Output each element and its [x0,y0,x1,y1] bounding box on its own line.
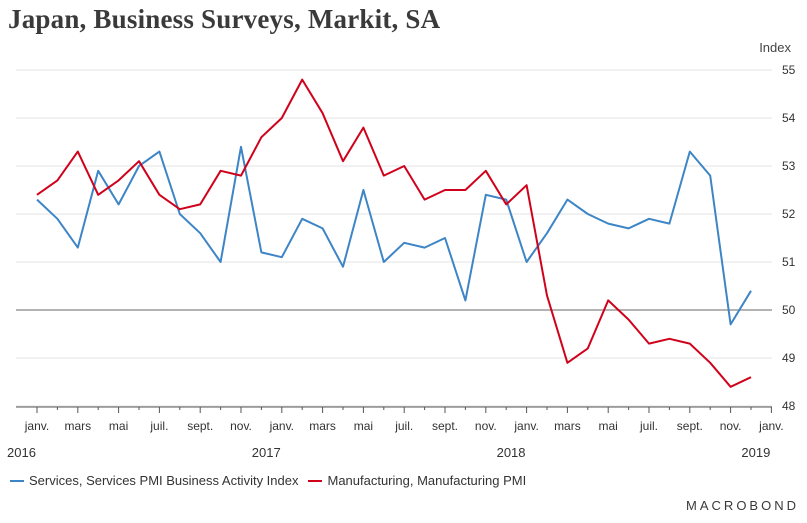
year-label-2018: 2018 [497,445,526,460]
x-tick-label-6: juil. [149,419,168,433]
x-tick-label-22: nov. [475,419,497,433]
legend: Services, Services PMI Business Activity… [10,473,536,488]
legend-swatch-manufacturing [308,479,323,482]
legend-label-services: Services, Services PMI Business Activity… [29,473,299,488]
x-tick-label-16: mai [354,419,373,433]
x-tick-label-34: nov. [720,419,742,433]
legend-item-manufacturing: Manufacturing, Manufacturing PMI [308,473,526,488]
x-tick-label-12: janv. [269,419,294,433]
legend-item-services: Services, Services PMI Business Activity… [10,473,298,488]
x-tick-label-24: janv. [513,419,538,433]
brand-logo: MACROBOND [686,498,799,513]
x-tick-label-0: janv. [24,419,49,433]
chart-title: Japan, Business Surveys, Markit, SA [8,4,441,34]
x-tick-label-26: mars [554,419,581,433]
series-line-services [36,145,752,326]
year-label-2017: 2017 [252,445,281,460]
y-axis-unit: Index [759,40,791,55]
x-tick-label-28: mai [599,419,618,433]
y-tick-label-48: 48 [782,399,796,413]
y-tick-label-54: 54 [782,111,796,125]
legend-label-manufacturing: Manufacturing, Manufacturing PMI [327,473,527,488]
year-label-2019: 2019 [741,445,770,460]
x-tick-label-18: juil. [394,419,413,433]
x-tick-label-4: mai [109,419,128,433]
x-tick-label-20: sept. [432,419,458,433]
y-tick-label-51: 51 [782,255,796,269]
x-tick-label-8: sept. [187,419,213,433]
x-tick-label-14: mars [309,419,336,433]
x-tick-label-10: nov. [230,419,252,433]
x-tick-label-2: mars [64,419,91,433]
year-label-2016: 2016 [7,445,36,460]
x-tick-label-32: sept. [677,419,703,433]
y-tick-label-52: 52 [782,207,796,221]
series-line-manufacturing [36,78,752,388]
x-tick-label-30: juil. [639,419,658,433]
legend-swatch-services [10,479,24,482]
y-tick-label-50: 50 [782,303,796,317]
y-tick-label-53: 53 [782,159,796,173]
y-tick-label-55: 55 [782,63,796,77]
y-tick-label-49: 49 [782,351,796,365]
x-tick-label-36: janv. [758,419,783,433]
